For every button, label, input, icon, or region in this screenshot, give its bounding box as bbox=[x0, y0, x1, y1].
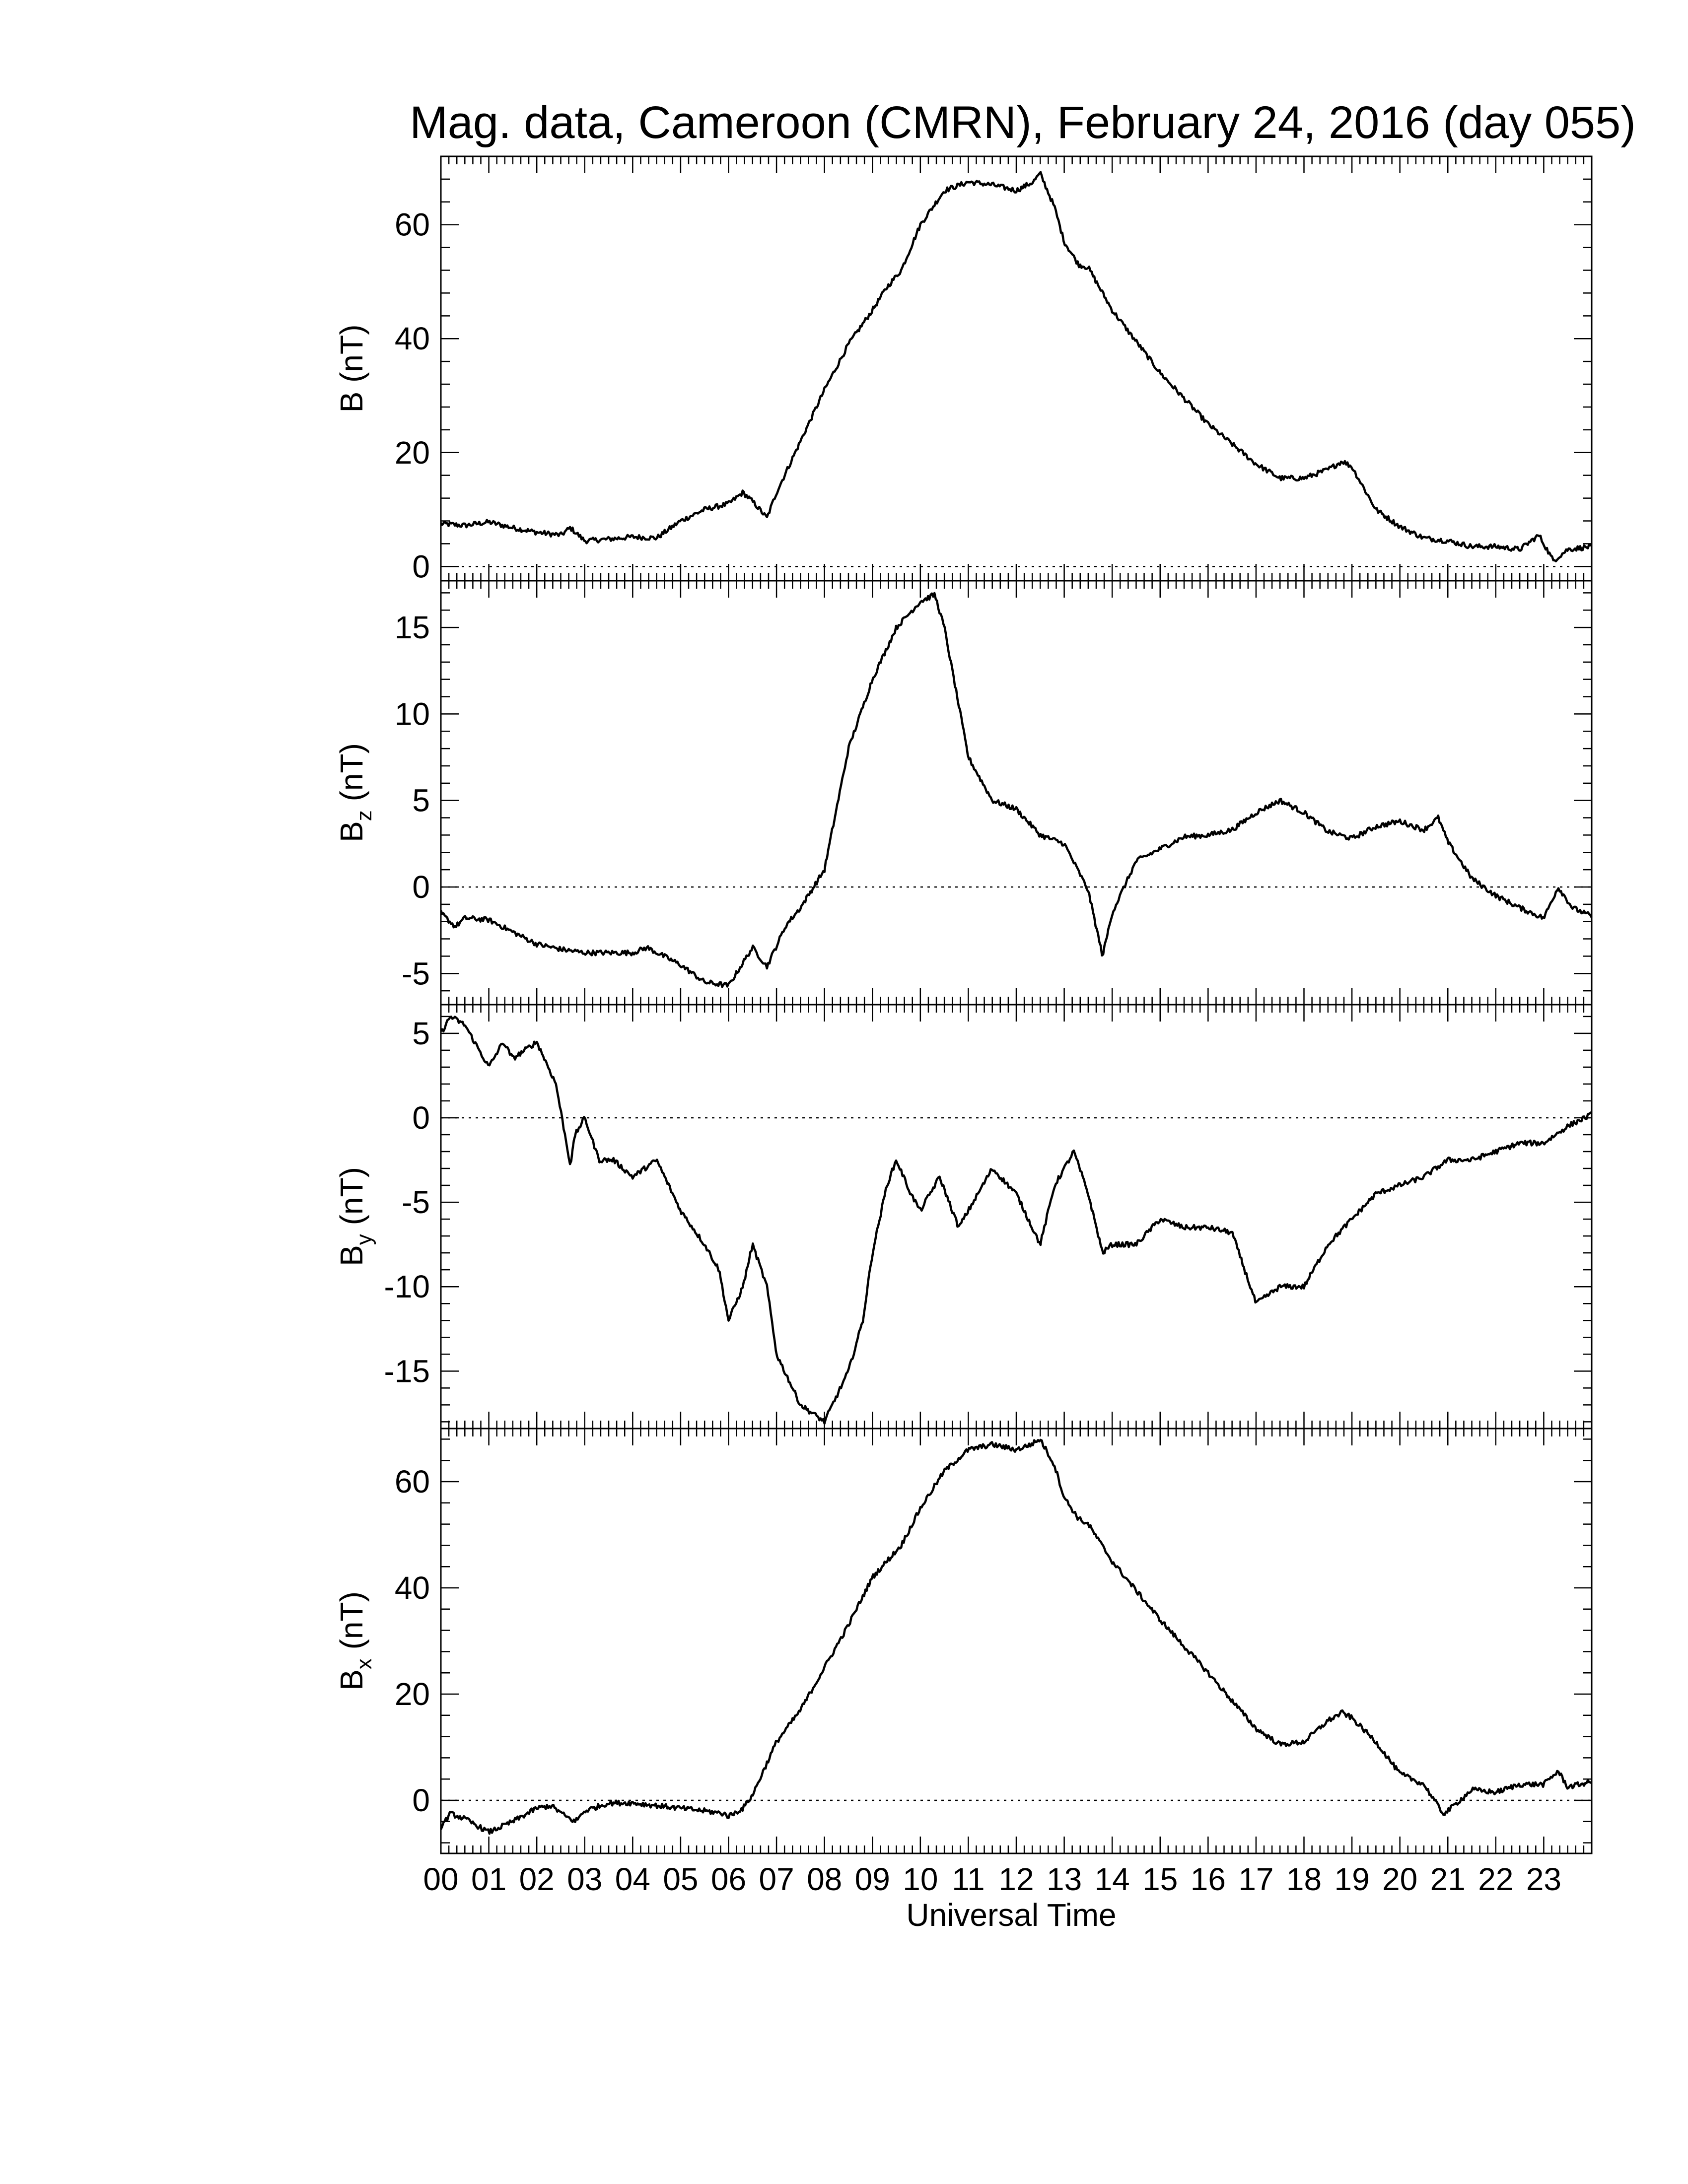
x-tick-label: 00 bbox=[423, 1861, 458, 1897]
y-tick-label: -5 bbox=[402, 956, 430, 991]
x-tick-label: 16 bbox=[1191, 1861, 1226, 1897]
x-tick-label: 19 bbox=[1334, 1861, 1369, 1897]
y-axis-label-subscript: y bbox=[352, 1234, 376, 1245]
y-tick-label: 5 bbox=[412, 1016, 430, 1051]
x-axis-label: Universal Time bbox=[906, 1897, 1116, 1933]
y-tick-label: -15 bbox=[384, 1353, 430, 1389]
y-axis-label-subscript: x bbox=[352, 1658, 376, 1669]
panel-bz: -5 0 5 10 15 Bz (nT) bbox=[334, 580, 1593, 1006]
x-tick-label: 07 bbox=[759, 1861, 794, 1897]
panel-bx: 0 20 40 60 Bx (nT) bbox=[334, 1428, 1593, 1854]
y-tick-label: 20 bbox=[395, 435, 430, 471]
y-tick-label: 40 bbox=[395, 1570, 430, 1606]
x-tick-label: 17 bbox=[1238, 1861, 1273, 1897]
x-tick-label: 20 bbox=[1382, 1861, 1417, 1897]
y-tick-label: 0 bbox=[412, 869, 430, 905]
chart-panels: 0 20 40 60 B (nT) -5 0 5 10 15 Bz (nT) -15 -10 -5 0 5 By… bbox=[334, 155, 1593, 1854]
y-tick-label: -10 bbox=[384, 1269, 430, 1304]
chart-title: Mag. data, Cameroon (CMRN), February 24,… bbox=[410, 97, 1636, 148]
y-axis-label-b: B (nT) bbox=[334, 325, 369, 413]
series-line-b bbox=[440, 171, 1593, 562]
y-tick-label: 0 bbox=[412, 1782, 430, 1818]
y-axis-label-bx: Bx (nT) bbox=[334, 1591, 376, 1691]
x-tick-label: 06 bbox=[711, 1861, 746, 1897]
x-tick-label: 11 bbox=[952, 1861, 985, 1897]
y-axis-label-bz: Bz (nT) bbox=[334, 743, 376, 842]
y-tick-label: 15 bbox=[395, 610, 430, 645]
panel-by: -15 -10 -5 0 5 By (nT) bbox=[334, 1004, 1593, 1430]
series-line-bx bbox=[439, 1438, 1593, 1835]
series-line-by bbox=[440, 1016, 1593, 1425]
x-tick-label: 18 bbox=[1286, 1861, 1322, 1897]
y-tick-label: 60 bbox=[395, 1464, 430, 1500]
y-tick-label: 40 bbox=[395, 321, 430, 356]
x-tick-label: 12 bbox=[998, 1861, 1034, 1897]
y-axis-label-main: B bbox=[334, 821, 369, 842]
series-line-bz bbox=[439, 592, 1593, 988]
x-tick-label: 05 bbox=[663, 1861, 698, 1897]
y-axis-label-unit: (nT) bbox=[334, 1591, 369, 1658]
y-axis-label-main: B bbox=[334, 392, 369, 413]
y-tick-label: 5 bbox=[412, 783, 430, 819]
y-axis-label-main: B bbox=[334, 1669, 369, 1691]
y-axis-label-unit: (nT) bbox=[334, 743, 369, 810]
x-tick-label: 08 bbox=[807, 1861, 842, 1897]
x-tick-label: 21 bbox=[1430, 1861, 1466, 1897]
x-tick-label: 09 bbox=[855, 1861, 890, 1897]
x-tick-label: 23 bbox=[1526, 1861, 1561, 1897]
y-tick-label: 20 bbox=[395, 1676, 430, 1712]
x-tick-label: 14 bbox=[1095, 1861, 1130, 1897]
x-tick-label: 02 bbox=[519, 1861, 555, 1897]
x-tick-label: 03 bbox=[567, 1861, 602, 1897]
x-tick-label: 22 bbox=[1478, 1861, 1513, 1897]
x-axis-tick-labels: 00 01 02 03 04 05 06 07 08 09 10 11 12 13 14 15 16 17 18 19… bbox=[423, 1861, 1561, 1897]
y-axis-label-unit: (nT) bbox=[334, 325, 369, 392]
x-tick-label: 01 bbox=[471, 1861, 506, 1897]
x-tick-label: 15 bbox=[1142, 1861, 1178, 1897]
y-tick-label: 0 bbox=[412, 548, 430, 584]
y-axis-label-unit: (nT) bbox=[334, 1167, 369, 1234]
y-tick-label: 0 bbox=[412, 1100, 430, 1136]
x-tick-label: 04 bbox=[615, 1861, 650, 1897]
y-axis-label-by: By (nT) bbox=[334, 1167, 376, 1266]
y-axis-label-main: B bbox=[334, 1245, 369, 1266]
y-axis-label-subscript: z bbox=[352, 810, 376, 821]
y-tick-label: -5 bbox=[402, 1184, 430, 1220]
x-tick-label: 10 bbox=[903, 1861, 938, 1897]
y-tick-label: 10 bbox=[395, 696, 430, 732]
y-tick-label: 60 bbox=[395, 207, 430, 243]
x-tick-label: 13 bbox=[1047, 1861, 1082, 1897]
